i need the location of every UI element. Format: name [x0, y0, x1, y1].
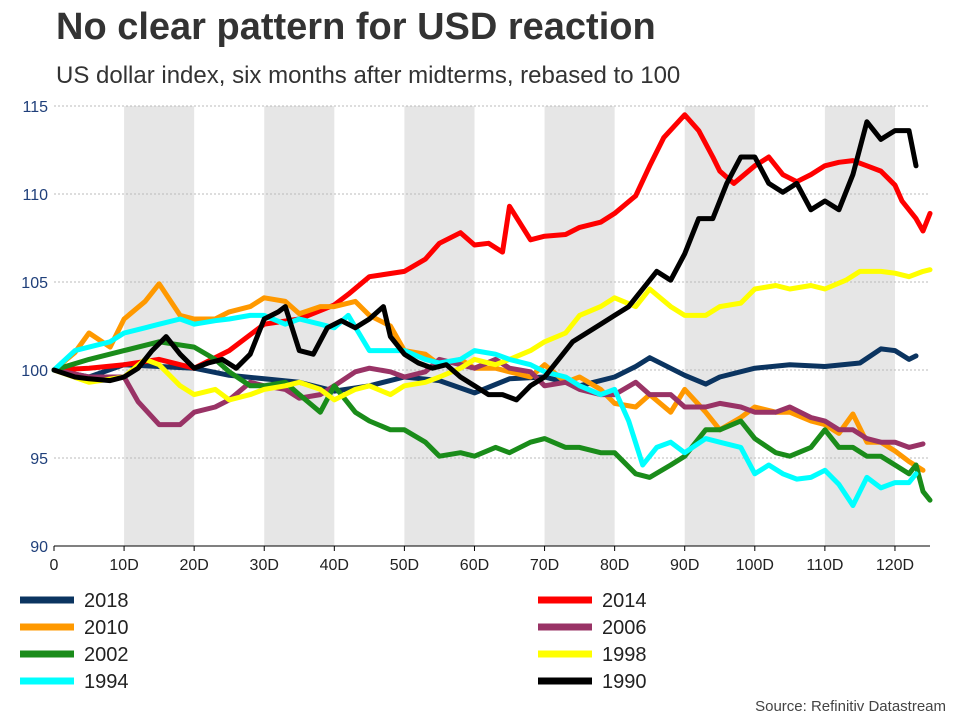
legend-item-2006: 2006: [538, 617, 647, 639]
legend-item-2010: 2010: [20, 617, 129, 639]
legend-label: 2014: [602, 590, 647, 612]
legend-label: 2002: [84, 644, 129, 666]
series-line-2010: [51, 281, 926, 473]
chart-subtitle: US dollar index, six months after midter…: [56, 62, 681, 89]
legend-label: 1990: [602, 671, 647, 693]
x-tick-label: 90D: [670, 557, 699, 574]
legend-label: 1998: [602, 644, 647, 666]
chart-title: No clear pattern for USD reaction: [56, 6, 656, 48]
shaded-band-2: [404, 106, 475, 546]
legend-item-2002: 2002: [20, 644, 129, 666]
legend-item-1998: 1998: [538, 644, 647, 666]
source-note: Source: Refinitiv Datastream: [755, 698, 946, 715]
x-axis: 0 10D 20D 30D 40D 50D 60D 70D 80D 90D 100D 110D 120D: [50, 545, 930, 574]
series-line-1990: [51, 119, 919, 403]
x-tick-label: 70D: [530, 557, 559, 574]
shaded-bands: [124, 106, 895, 546]
series-line-2002: [51, 339, 933, 503]
legend-label: 2006: [602, 617, 647, 639]
y-axis: 90 95 100 105 110 115: [21, 99, 48, 556]
series-line-1994: [51, 312, 919, 508]
y-tick-label: 90: [30, 539, 48, 556]
y-tick-label: 115: [22, 99, 48, 116]
legend-label: 1994: [84, 671, 129, 693]
legend-item-1994: 1994: [20, 671, 129, 693]
shaded-band-3: [544, 106, 615, 546]
x-tick-label: 0: [50, 557, 59, 574]
legend-label: 2018: [84, 590, 129, 612]
legend-item-1990: 1990: [538, 671, 647, 693]
x-tick-label: 10D: [109, 557, 138, 574]
legend-item-2014: 2014: [538, 590, 647, 612]
legend-label: 2010: [84, 617, 129, 639]
x-tick-label: 100D: [736, 557, 774, 574]
x-tick-label: 50D: [390, 557, 419, 574]
legend-item-2018: 2018: [20, 590, 129, 612]
series-line-1998: [51, 267, 933, 403]
shaded-band-5: [824, 106, 895, 546]
x-tick-label: 30D: [250, 557, 279, 574]
x-tick-label: 20D: [179, 557, 208, 574]
legend: 2018 2014 2010 2006 2002 1998 1994 1990: [20, 590, 647, 693]
y-tick-label: 110: [22, 187, 48, 204]
y-tick-label: 105: [21, 275, 48, 292]
shaded-band-4: [684, 106, 755, 546]
x-tick-label: 40D: [320, 557, 349, 574]
y-tick-label: 95: [30, 451, 48, 468]
y-tick-label: 100: [21, 363, 48, 380]
x-tick-label: 110D: [806, 557, 843, 574]
x-tick-label: 60D: [460, 557, 489, 574]
x-tick-label: 80D: [600, 557, 629, 574]
series-lines: [51, 112, 933, 508]
x-tick-label: 120D: [876, 557, 914, 574]
